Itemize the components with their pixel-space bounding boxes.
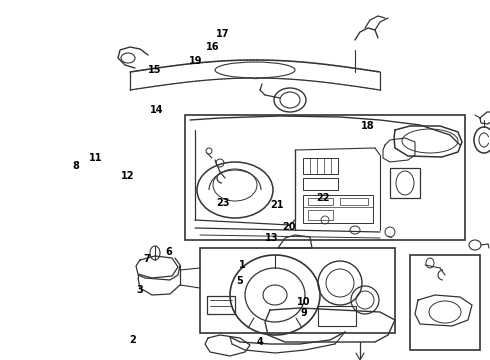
Text: 9: 9 <box>300 308 307 318</box>
Text: 16: 16 <box>206 42 220 52</box>
Text: 5: 5 <box>237 276 244 286</box>
Bar <box>303 158 338 174</box>
Text: 2: 2 <box>129 335 136 345</box>
Text: 20: 20 <box>282 222 296 232</box>
Bar <box>185 115 465 240</box>
Text: 10: 10 <box>297 297 311 307</box>
Text: 7: 7 <box>144 254 150 264</box>
Bar <box>303 195 373 223</box>
Text: 11: 11 <box>89 153 102 163</box>
Bar <box>308 198 333 205</box>
Text: 3: 3 <box>136 285 143 295</box>
Bar <box>410 255 480 350</box>
Text: 17: 17 <box>216 29 230 39</box>
Bar <box>303 178 338 190</box>
Text: 6: 6 <box>166 247 172 257</box>
Bar <box>318 306 356 326</box>
Text: 8: 8 <box>73 161 79 171</box>
Text: 12: 12 <box>121 171 134 181</box>
Bar <box>200 248 395 333</box>
Text: 19: 19 <box>189 56 203 66</box>
Text: 22: 22 <box>317 193 330 203</box>
Text: 14: 14 <box>150 105 164 115</box>
Text: 1: 1 <box>239 260 246 270</box>
Text: 23: 23 <box>216 198 230 208</box>
Text: 18: 18 <box>361 121 374 131</box>
Text: 15: 15 <box>147 65 161 75</box>
Bar <box>390 168 420 198</box>
Bar <box>340 198 368 205</box>
Bar <box>308 210 333 220</box>
Text: 21: 21 <box>270 200 284 210</box>
Text: 4: 4 <box>256 337 263 347</box>
Bar <box>207 296 235 314</box>
Text: 13: 13 <box>265 233 279 243</box>
